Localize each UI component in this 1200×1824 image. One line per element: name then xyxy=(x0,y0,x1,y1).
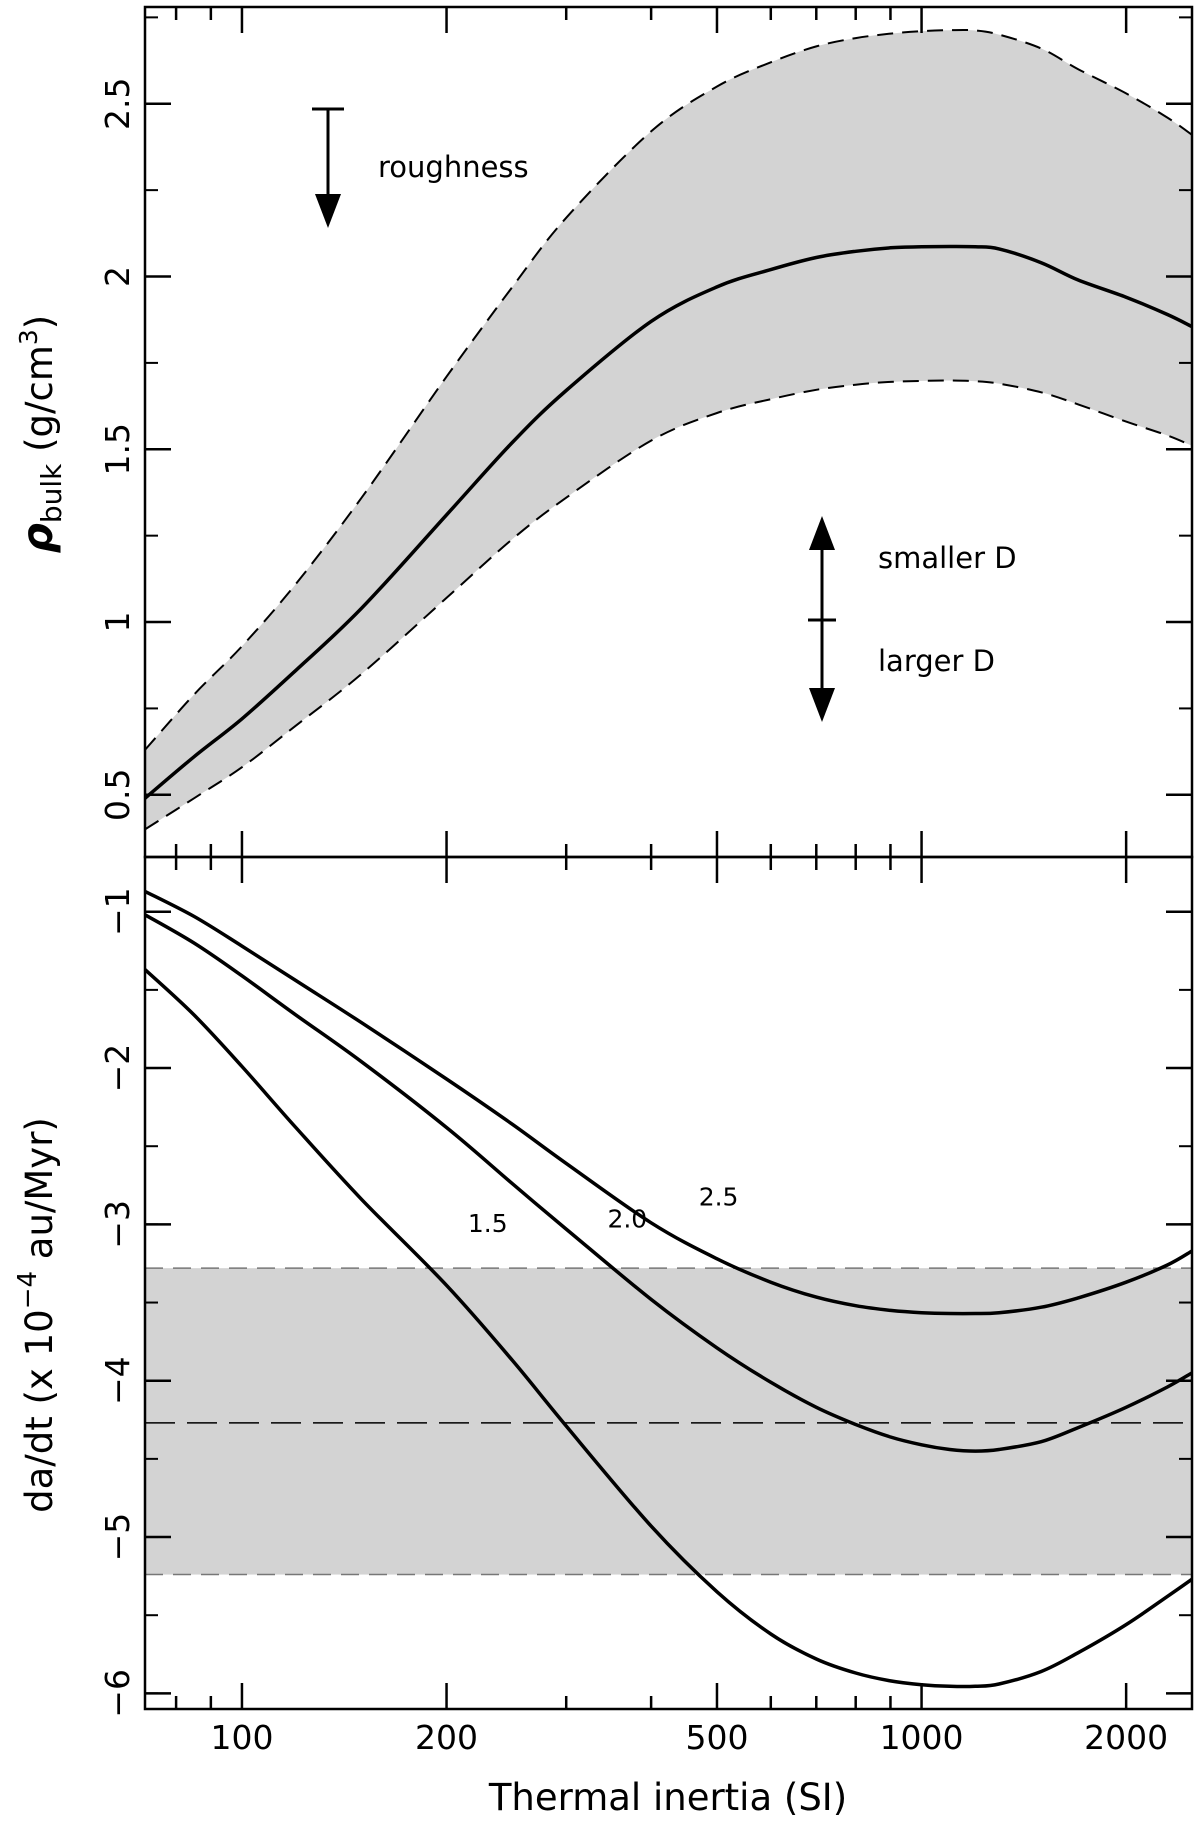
x-tick-label: 2000 xyxy=(1084,1718,1168,1757)
drift-y-tick-label: −1 xyxy=(98,887,137,936)
density-lower-dashed-curve xyxy=(144,379,1193,831)
x-tick-label: 100 xyxy=(210,1718,273,1757)
density-y-tick-label: 1.5 xyxy=(98,423,137,475)
density-axis-title: ρbulk (g/cm3) xyxy=(13,315,68,553)
density-y-tick-label: 2 xyxy=(98,266,137,287)
density-nominal-curve xyxy=(143,244,1193,800)
drift-y-ticks: −1 −2 −3 −4 −5 −6 xyxy=(98,887,1192,1718)
density-x-ticks xyxy=(174,7,1128,857)
diameter-arrows xyxy=(808,516,836,722)
drift-y-tick-label: −2 xyxy=(98,1044,137,1093)
drift-y-tick-label: −4 xyxy=(98,1356,137,1405)
smaller-d-label: smaller D xyxy=(878,541,1017,575)
drift-y-tick-label: −5 xyxy=(98,1513,137,1562)
drift-y-tick-label: −6 xyxy=(98,1669,137,1718)
drift-axis-title: da/dt (x 10−4 au/Myr) xyxy=(13,1117,61,1513)
x-axis-title: Thermal inertia (SI) xyxy=(488,1776,847,1819)
larger-d-label: larger D xyxy=(878,644,995,678)
density-y-tick-label: 1 xyxy=(98,612,137,633)
drift-curve-2.0 xyxy=(144,913,1193,1453)
drift-panel: 2.5 2.0 1.5 −1 −2 −3 −4 −5 −6 100 200 500 1000 20… xyxy=(13,857,1194,1819)
curve-label-1.5: 1.5 xyxy=(468,1209,508,1238)
measured-drift-band xyxy=(145,1268,1192,1575)
density-y-tick-label: 0.5 xyxy=(98,769,137,821)
bottom-panel-frame xyxy=(143,855,1194,1711)
curve-label-2.0: 2.0 xyxy=(607,1205,647,1234)
density-uncertainty-band xyxy=(145,29,1192,830)
x-tick-label: 500 xyxy=(685,1718,748,1757)
drift-curve-2.5 xyxy=(144,889,1193,1316)
roughness-label: roughness xyxy=(378,150,529,184)
density-y-ticks: 0.5 1 1.5 2 2.5 xyxy=(98,16,1192,821)
density-upper-dashed-curve xyxy=(144,28,1193,751)
drift-x-ticks: 100 200 500 1000 2000 xyxy=(174,857,1168,1757)
x-tick-label: 1000 xyxy=(880,1718,964,1757)
drift-curve-1.5 xyxy=(143,968,1194,1689)
x-tick-label: 200 xyxy=(415,1718,478,1757)
density-y-tick-label: 2.5 xyxy=(98,78,137,130)
density-panel: 0.5 1 1.5 2 2.5 roughness smaller D larger D… xyxy=(13,7,1193,857)
roughness-arrow xyxy=(312,107,344,228)
drift-y-tick-label: −3 xyxy=(98,1200,137,1249)
curve-label-2.5: 2.5 xyxy=(699,1183,739,1212)
